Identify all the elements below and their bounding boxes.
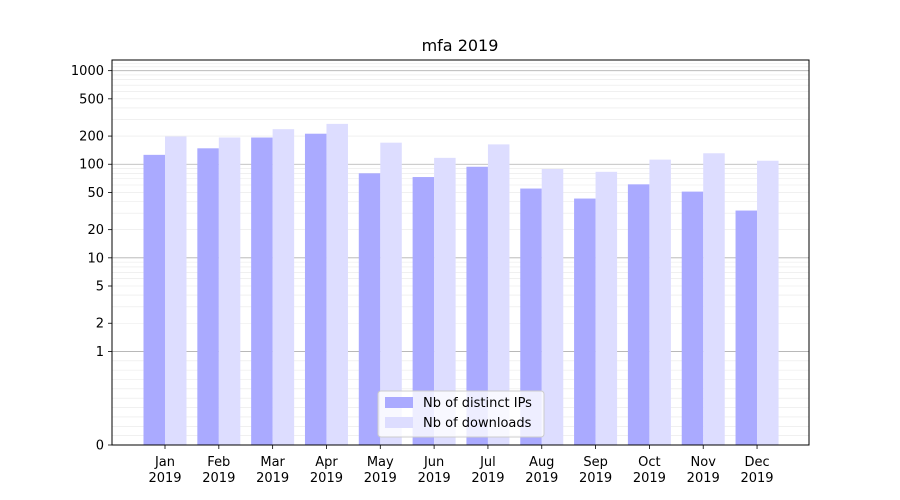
bar (703, 153, 725, 445)
bar (735, 210, 758, 445)
bar (595, 171, 618, 445)
x-tick-label-line: 2019 (687, 471, 720, 486)
y-axis: 0 1 2 5 10 20 50 100 200 500 1000 (71, 64, 112, 454)
x-tick-label-line: 2019 (148, 471, 181, 486)
bar (412, 177, 435, 446)
x-tick-label: Mar 2019 (256, 455, 289, 486)
x-tick-label: Feb 2019 (202, 455, 235, 486)
bar (326, 123, 348, 445)
x-tick-label-line: Sep (583, 455, 608, 470)
x-tick-label-line: 2019 (740, 471, 773, 486)
x-tick-label-line: Jun (423, 455, 444, 470)
legend-label: Nb of downloads (423, 416, 532, 431)
x-tick-label: Apr 2019 (310, 455, 343, 486)
bar (251, 137, 273, 446)
x-tick-label-line: Apr (315, 455, 338, 470)
bar (304, 133, 327, 446)
legend: Nb of distinct IPs Nb of downloads (377, 390, 545, 438)
x-tick-label: Jul 2019 (471, 455, 504, 486)
x-tick-label-line: 2019 (364, 471, 397, 486)
x-tick-label-line: May (367, 455, 394, 470)
x-tick-label-line: 2019 (202, 471, 235, 486)
y-tick-label: 20 (87, 223, 104, 238)
bar (757, 160, 779, 446)
x-tick-label: Oct 2019 (633, 455, 666, 486)
x-tick-label-line: 2019 (579, 471, 612, 486)
legend-swatch (385, 397, 413, 408)
x-tick-label-line: 2019 (418, 471, 451, 486)
y-tick-label: 5 (96, 280, 104, 295)
y-tick-label: 50 (87, 186, 104, 201)
x-tick-label: May 2019 (364, 455, 397, 486)
y-tick-label: 200 (79, 130, 104, 145)
bar (541, 168, 564, 445)
x-tick-label: Jan 2019 (148, 455, 181, 486)
chart-title: mfa 2019 (422, 36, 499, 55)
bar (380, 142, 402, 445)
bar (681, 191, 704, 445)
bars (143, 123, 779, 446)
bar (272, 129, 295, 446)
x-tick-label-line: 2019 (471, 471, 504, 486)
x-tick-label-line: Feb (207, 455, 230, 470)
x-tick-label: Aug 2019 (525, 455, 558, 486)
bar (358, 173, 381, 445)
plot-frame (111, 59, 810, 446)
x-tick-label-line: 2019 (310, 471, 343, 486)
y-tick-label: 1 (96, 345, 104, 360)
bar (487, 144, 510, 445)
y-tick-label: 500 (79, 92, 104, 107)
bar (143, 154, 165, 445)
y-tick-label: 1000 (71, 64, 104, 79)
y-tick-label: 10 (87, 251, 104, 266)
x-tick-label-line: 2019 (256, 471, 289, 486)
bar (520, 188, 542, 445)
x-tick-label-line: Nov (691, 455, 717, 470)
bar (197, 148, 219, 446)
x-tick-label-line: Dec (744, 455, 769, 470)
legend-swatch (385, 417, 413, 428)
x-tick-label-line: 2019 (633, 471, 666, 486)
x-tick-label-line: Oct (638, 455, 660, 470)
bar (218, 137, 241, 446)
bar (574, 198, 596, 445)
x-tick-label: Dec 2019 (740, 455, 773, 486)
x-tick-label-line: Jan (154, 455, 175, 470)
legend-box (377, 390, 545, 438)
x-tick-label-line: 2019 (525, 471, 558, 486)
bar (466, 166, 488, 446)
y-tick-label: 2 (96, 317, 104, 332)
x-tick-label: Nov 2019 (687, 455, 720, 486)
x-tick-label-line: Mar (260, 455, 285, 470)
bar (165, 136, 187, 445)
bar (434, 157, 456, 446)
legend-label: Nb of distinct IPs (423, 396, 532, 411)
x-tick-label: Sep 2019 (579, 455, 612, 486)
bar (649, 159, 671, 445)
x-tick-label-line: Aug (529, 455, 554, 470)
x-tick-label: Jun 2019 (418, 455, 451, 486)
y-tick-label: 0 (96, 439, 104, 454)
bar (627, 184, 650, 445)
x-tick-label-line: Jul (479, 455, 496, 470)
y-tick-label: 100 (79, 158, 104, 173)
